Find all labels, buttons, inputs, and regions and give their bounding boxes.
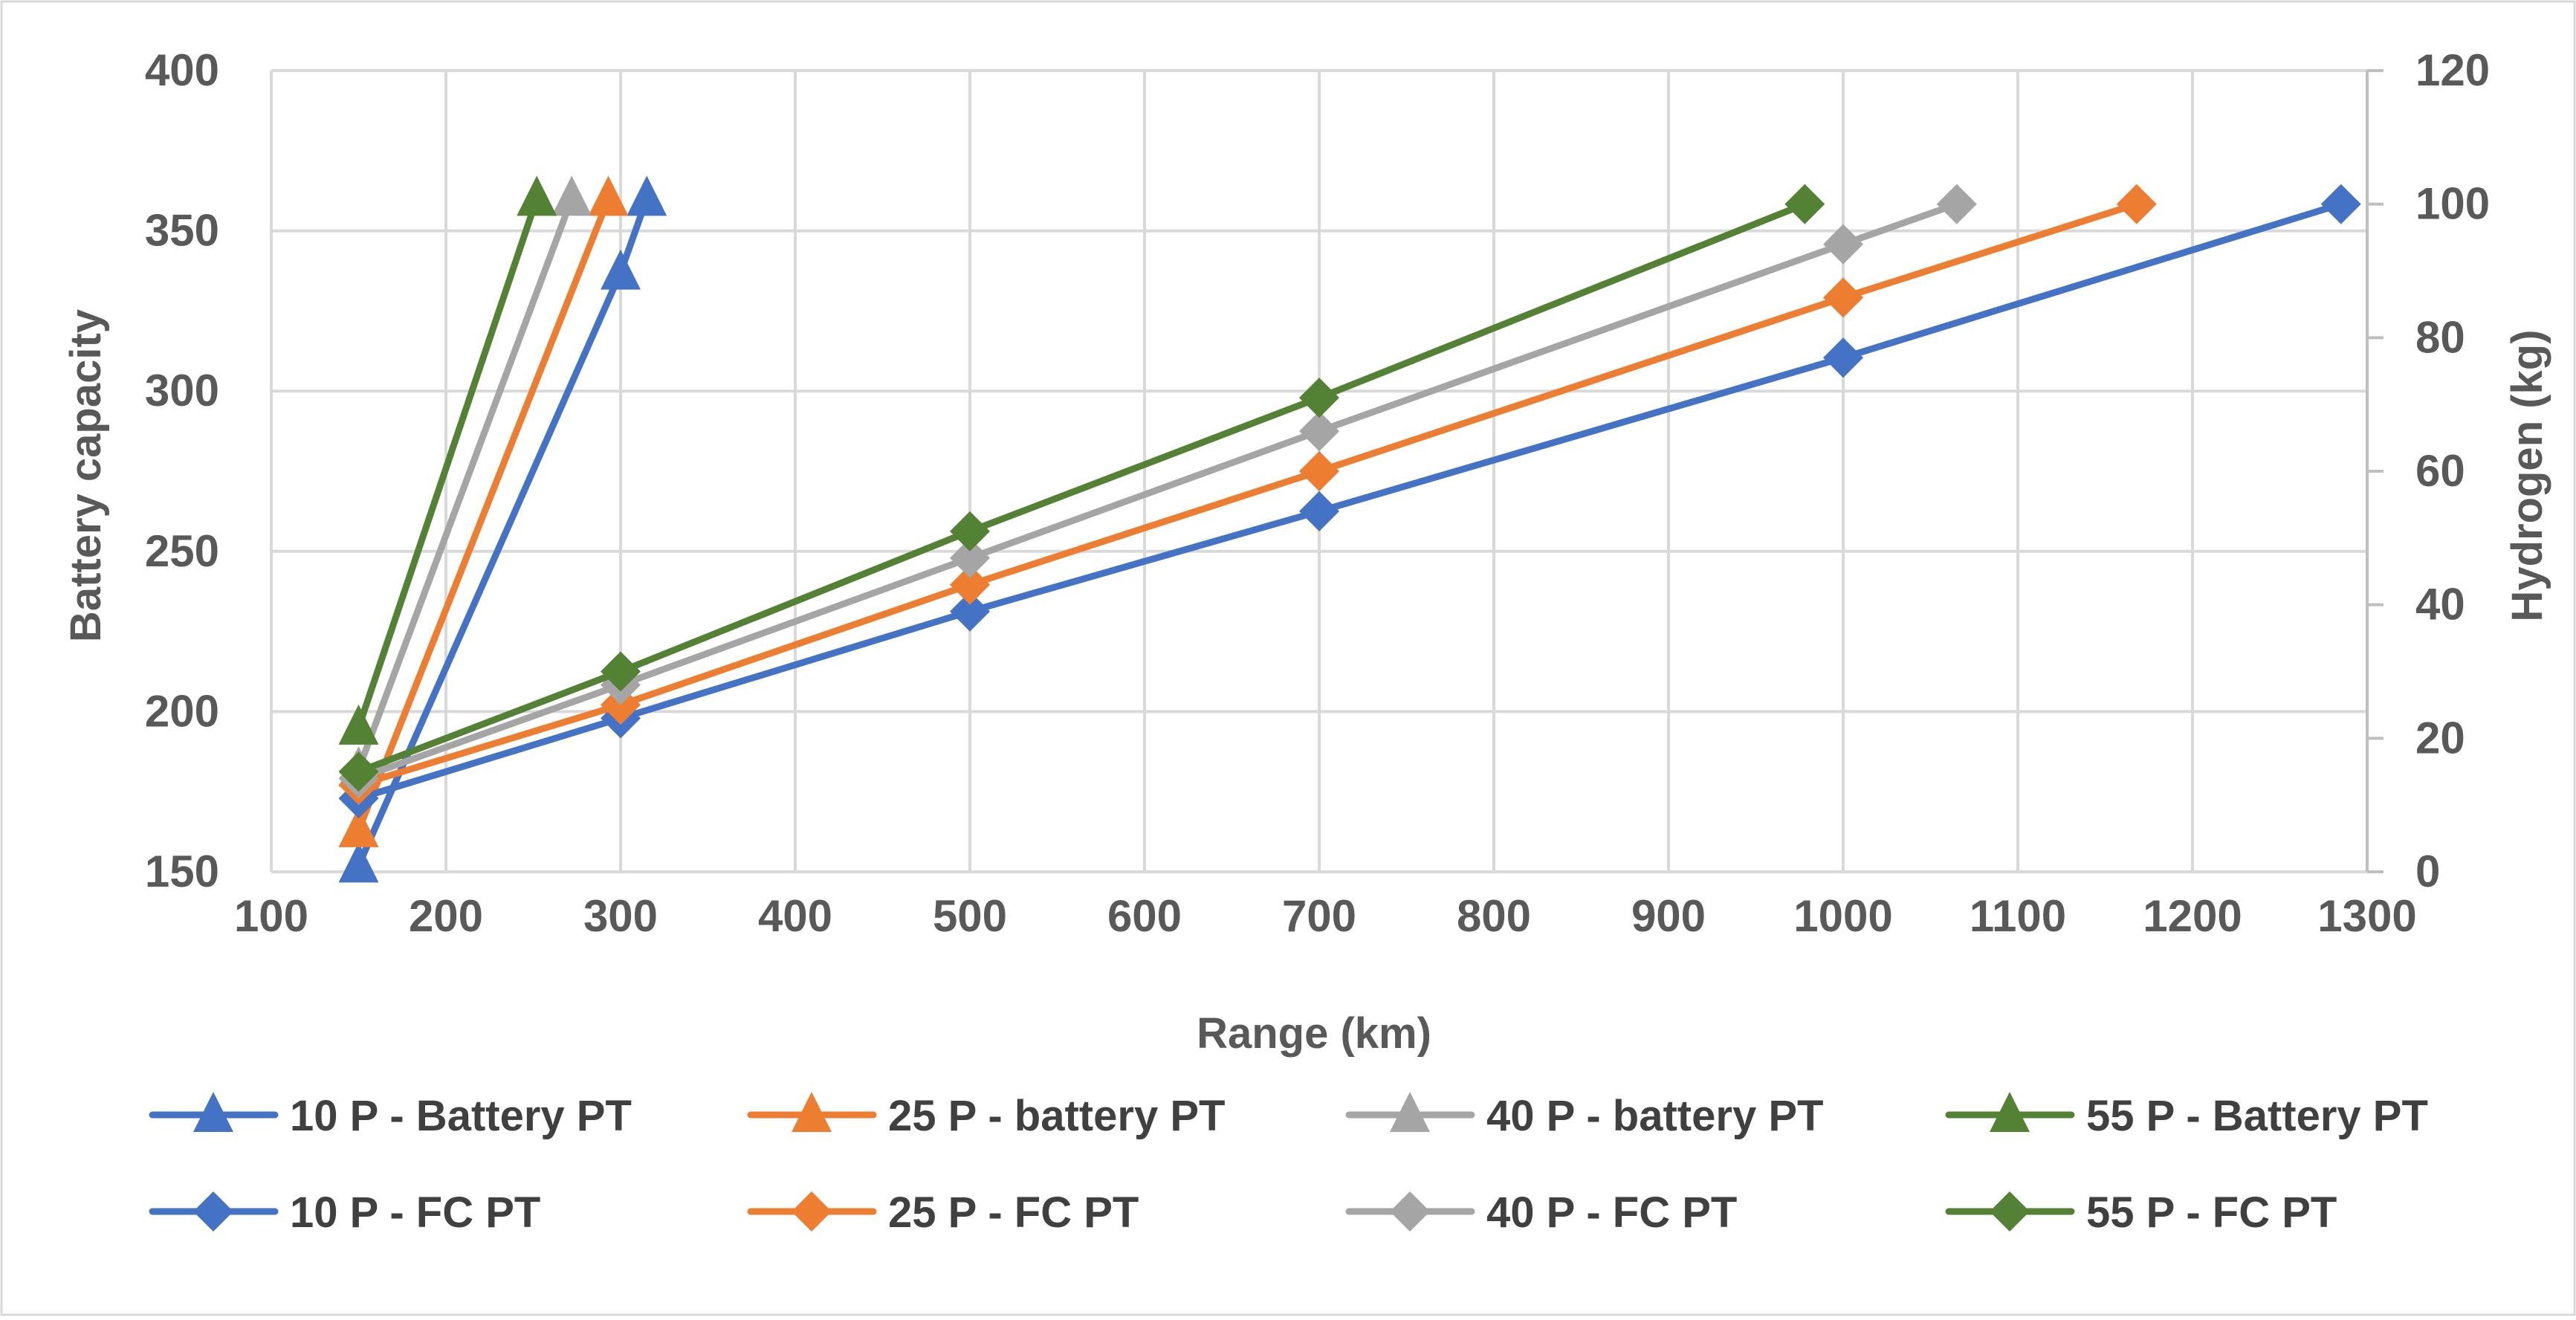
y-tick-label: 300 bbox=[145, 366, 219, 415]
data-point bbox=[1299, 411, 1339, 452]
legend-marker bbox=[792, 1191, 832, 1232]
data-point bbox=[517, 175, 557, 216]
legend-item: 25 P - battery PT bbox=[747, 1091, 1225, 1140]
series-0 bbox=[338, 175, 667, 883]
x-tick-label: 1000 bbox=[1793, 891, 1892, 941]
x-tick-label: 500 bbox=[933, 891, 1007, 941]
data-point bbox=[2320, 184, 2361, 224]
data-point bbox=[1823, 277, 1863, 318]
legend-item: 40 P - FC PT bbox=[1345, 1188, 1737, 1237]
x-axis-title: Range (km) bbox=[1197, 1009, 1431, 1058]
x-tick-label: 1100 bbox=[1970, 891, 2066, 941]
legend-marker bbox=[1390, 1091, 1430, 1132]
y2-tick-label: 60 bbox=[2415, 446, 2465, 496]
data-point bbox=[1299, 451, 1339, 491]
x-tick-label: 1200 bbox=[2143, 891, 2242, 941]
series-line bbox=[355, 195, 540, 731]
series-1 bbox=[338, 175, 629, 847]
y2-tick-label: 80 bbox=[2415, 312, 2465, 362]
series-layer bbox=[338, 175, 2361, 883]
x-tick-label: 900 bbox=[1631, 891, 1706, 941]
x-tick-label: 400 bbox=[758, 891, 832, 941]
y-tick-label: 250 bbox=[145, 526, 219, 576]
y2-axis-title: Hydrogen (kg) bbox=[2503, 329, 2551, 621]
data-point bbox=[1784, 184, 1825, 224]
data-point bbox=[588, 175, 629, 216]
y-tick-label: 400 bbox=[145, 45, 219, 95]
legend-item: 25 P - FC PT bbox=[747, 1188, 1139, 1237]
grid-layer bbox=[270, 69, 2384, 873]
x-tick-label: 700 bbox=[1282, 891, 1356, 941]
legend-marker bbox=[193, 1191, 233, 1232]
legend-label: 55 P - Battery PT bbox=[2086, 1092, 2428, 1140]
data-point bbox=[1299, 378, 1339, 418]
legend-label: 40 P - battery PT bbox=[1486, 1092, 1823, 1140]
y2-tick-label: 100 bbox=[2415, 179, 2490, 229]
y2-tick-label: 120 bbox=[2415, 45, 2490, 95]
legend-marker bbox=[1990, 1091, 2030, 1132]
y-tick-label: 350 bbox=[145, 206, 219, 256]
legend-item: 10 P - Battery PT bbox=[149, 1091, 632, 1140]
data-point bbox=[338, 751, 379, 792]
data-point bbox=[1823, 224, 1863, 265]
x-tick-label: 100 bbox=[234, 891, 308, 941]
x-tick-label: 800 bbox=[1457, 891, 1531, 941]
data-point bbox=[338, 704, 379, 745]
series-6 bbox=[338, 184, 1977, 799]
series-3 bbox=[338, 175, 557, 745]
axis-titles: Range (km) Battery capacity Hydrogen (kg… bbox=[62, 309, 2551, 1058]
tick-layer: 100 200 300 400 500 600 700 800 900 1000 1100 1200 1… bbox=[145, 45, 2490, 941]
y2-tick-label: 40 bbox=[2415, 580, 2465, 630]
data-point bbox=[1823, 337, 1863, 378]
series-7 bbox=[338, 184, 1825, 792]
data-point bbox=[1936, 184, 1977, 224]
x-tick-label: 200 bbox=[409, 891, 483, 941]
legend-item: 55 P - Battery PT bbox=[1945, 1091, 2428, 1140]
y2-tick-label: 0 bbox=[2415, 847, 2440, 896]
x-tick-label: 600 bbox=[1107, 891, 1182, 941]
data-point bbox=[1299, 491, 1339, 531]
legend-label: 10 P - Battery PT bbox=[290, 1092, 632, 1140]
y-tick-label: 150 bbox=[145, 847, 219, 896]
legend-label: 25 P - FC PT bbox=[888, 1188, 1139, 1237]
y-axis-title: Battery capacity bbox=[62, 309, 110, 642]
series-line bbox=[355, 201, 2345, 802]
series-line bbox=[355, 201, 2140, 789]
legend-marker bbox=[193, 1091, 233, 1132]
data-point bbox=[551, 175, 592, 216]
legend-item: 10 P - FC PT bbox=[149, 1188, 540, 1237]
data-point bbox=[950, 564, 990, 605]
data-point bbox=[338, 842, 379, 883]
data-point bbox=[601, 249, 641, 290]
legend-label: 10 P - FC PT bbox=[290, 1188, 540, 1237]
legend-label: 40 P - FC PT bbox=[1486, 1188, 1737, 1237]
legend-marker bbox=[1990, 1191, 2030, 1232]
y-tick-label: 200 bbox=[145, 686, 219, 736]
series-line bbox=[355, 195, 575, 773]
y2-tick-label: 20 bbox=[2415, 713, 2465, 763]
legend: 10 P - Battery PT 25 P - battery PT 40 P -… bbox=[149, 1091, 2428, 1237]
legend-item: 40 P - battery PT bbox=[1345, 1091, 1823, 1140]
legend-marker bbox=[1390, 1191, 1430, 1232]
data-point bbox=[2116, 184, 2157, 224]
data-point bbox=[950, 537, 990, 578]
legend-label: 55 P - FC PT bbox=[2086, 1188, 2337, 1237]
data-point bbox=[950, 511, 990, 551]
data-point bbox=[950, 591, 990, 632]
series-line bbox=[355, 201, 1961, 782]
data-point bbox=[338, 806, 379, 847]
series-line bbox=[355, 195, 612, 834]
x-tick-label: 300 bbox=[583, 891, 658, 941]
legend-item: 55 P - FC PT bbox=[1945, 1188, 2337, 1237]
data-point bbox=[627, 175, 667, 216]
legend-label: 25 P - battery PT bbox=[888, 1092, 1225, 1140]
legend-marker bbox=[792, 1091, 832, 1132]
data-point bbox=[601, 651, 641, 692]
x-tick-label: 1300 bbox=[2317, 891, 2416, 941]
